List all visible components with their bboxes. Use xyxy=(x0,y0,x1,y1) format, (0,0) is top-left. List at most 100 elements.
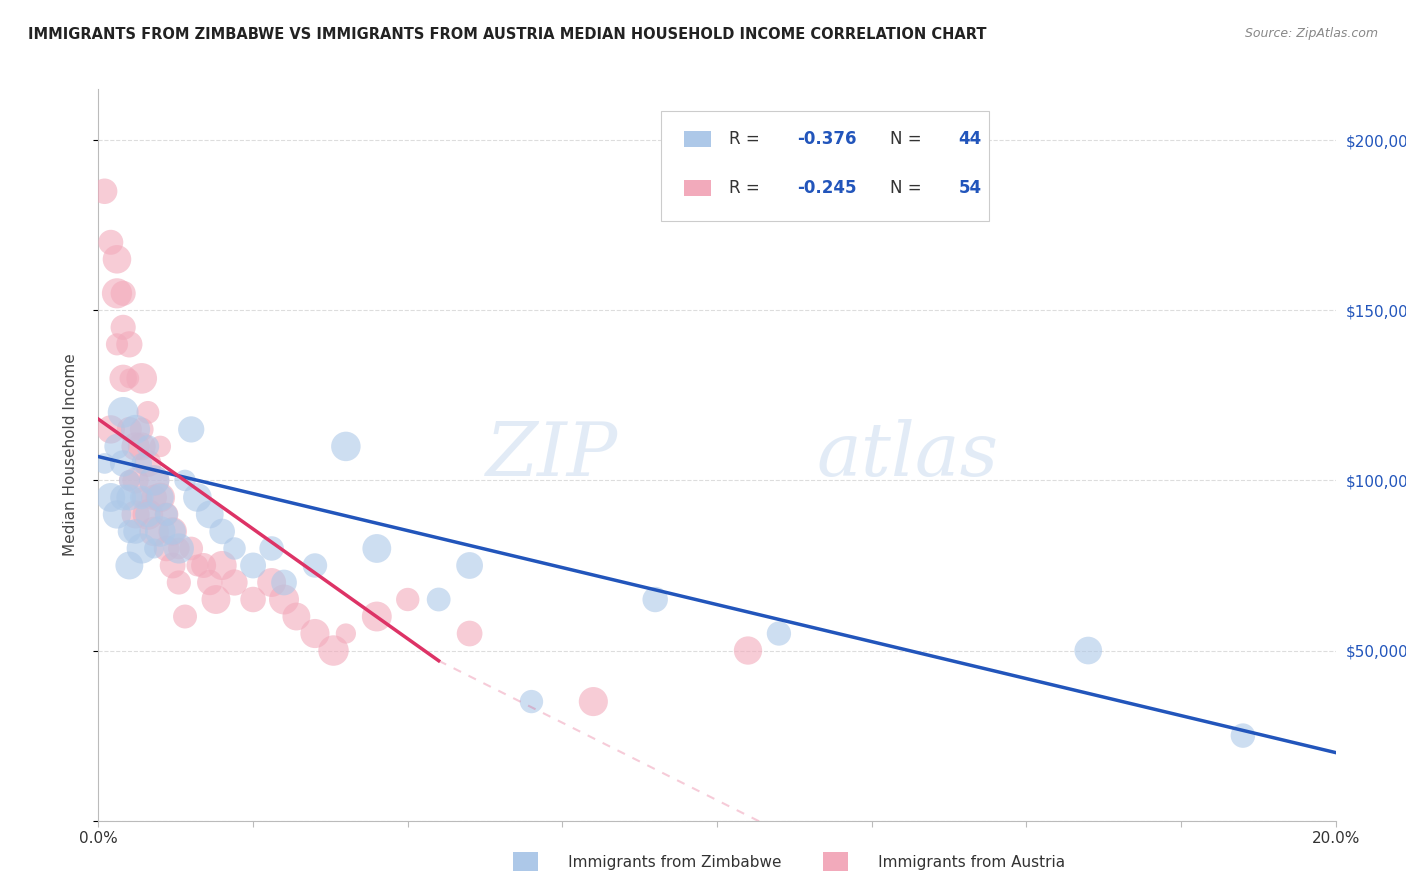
FancyBboxPatch shape xyxy=(661,112,990,221)
Text: Source: ZipAtlas.com: Source: ZipAtlas.com xyxy=(1244,27,1378,40)
Point xyxy=(162,524,184,539)
Point xyxy=(205,592,228,607)
Point xyxy=(186,558,208,573)
Text: IMMIGRANTS FROM ZIMBABWE VS IMMIGRANTS FROM AUSTRIA MEDIAN HOUSEHOLD INCOME CORR: IMMIGRANTS FROM ZIMBABWE VS IMMIGRANTS F… xyxy=(28,27,987,42)
Point xyxy=(582,695,605,709)
Text: ZIP: ZIP xyxy=(486,418,619,491)
Point xyxy=(149,439,172,453)
Point xyxy=(143,541,166,556)
Point xyxy=(155,541,177,556)
Point xyxy=(273,592,295,607)
Point xyxy=(131,491,153,505)
Point xyxy=(162,524,184,539)
Text: -0.376: -0.376 xyxy=(797,130,858,148)
Text: Immigrants from Austria: Immigrants from Austria xyxy=(844,855,1064,870)
FancyBboxPatch shape xyxy=(683,131,711,147)
Point xyxy=(155,508,177,522)
Point xyxy=(224,541,246,556)
Point xyxy=(174,474,197,488)
Point xyxy=(124,439,146,453)
Point xyxy=(211,558,233,573)
Point xyxy=(100,235,122,250)
Point xyxy=(118,422,141,436)
Point xyxy=(124,474,146,488)
Point xyxy=(180,422,202,436)
Point xyxy=(162,558,184,573)
Point xyxy=(174,609,197,624)
Text: 54: 54 xyxy=(959,179,981,197)
Point xyxy=(124,508,146,522)
Point xyxy=(366,609,388,624)
Point xyxy=(100,491,122,505)
Point xyxy=(1232,729,1254,743)
Point xyxy=(105,439,128,453)
Point xyxy=(520,695,543,709)
Text: R =: R = xyxy=(730,179,765,197)
Point xyxy=(155,508,177,522)
Point xyxy=(112,320,135,334)
Point xyxy=(335,626,357,640)
Point xyxy=(180,541,202,556)
Point xyxy=(131,491,153,505)
Point xyxy=(118,491,141,505)
Point xyxy=(242,558,264,573)
Point xyxy=(118,474,141,488)
Point xyxy=(335,439,357,453)
Point xyxy=(260,575,283,590)
Point xyxy=(260,541,283,556)
Point xyxy=(136,508,159,522)
Point xyxy=(198,508,221,522)
Y-axis label: Median Household Income: Median Household Income xyxy=(63,353,77,557)
Point xyxy=(112,371,135,385)
Point xyxy=(458,558,481,573)
Point xyxy=(285,609,308,624)
Point xyxy=(143,524,166,539)
Point xyxy=(1077,643,1099,657)
Point xyxy=(100,422,122,436)
Point xyxy=(366,541,388,556)
Point xyxy=(143,474,166,488)
Point xyxy=(193,558,215,573)
Point xyxy=(149,491,172,505)
Point xyxy=(112,405,135,419)
Point xyxy=(322,643,344,657)
Point xyxy=(737,643,759,657)
Point xyxy=(304,558,326,573)
Point xyxy=(112,457,135,471)
Point xyxy=(93,457,115,471)
Text: R =: R = xyxy=(730,130,765,148)
Point xyxy=(167,575,190,590)
Point xyxy=(768,626,790,640)
Point xyxy=(118,558,141,573)
Text: N =: N = xyxy=(890,130,927,148)
Point xyxy=(136,439,159,453)
Point xyxy=(186,491,208,505)
Point xyxy=(149,491,172,505)
Point xyxy=(136,405,159,419)
Point xyxy=(242,592,264,607)
Point xyxy=(118,474,141,488)
Point xyxy=(211,524,233,539)
Point xyxy=(304,626,326,640)
Point xyxy=(136,508,159,522)
Point xyxy=(136,457,159,471)
Point xyxy=(105,337,128,351)
Point xyxy=(167,541,190,556)
Point xyxy=(118,524,141,539)
Point xyxy=(149,524,172,539)
Point xyxy=(427,592,450,607)
Point xyxy=(143,474,166,488)
Point xyxy=(224,575,246,590)
Point xyxy=(131,439,153,453)
Text: atlas: atlas xyxy=(815,418,998,491)
Point xyxy=(118,371,141,385)
Point xyxy=(112,286,135,301)
Point xyxy=(131,541,153,556)
FancyBboxPatch shape xyxy=(683,180,711,196)
Point xyxy=(458,626,481,640)
Point xyxy=(131,457,153,471)
Point xyxy=(105,252,128,267)
Point xyxy=(131,422,153,436)
Point xyxy=(143,491,166,505)
Point xyxy=(396,592,419,607)
